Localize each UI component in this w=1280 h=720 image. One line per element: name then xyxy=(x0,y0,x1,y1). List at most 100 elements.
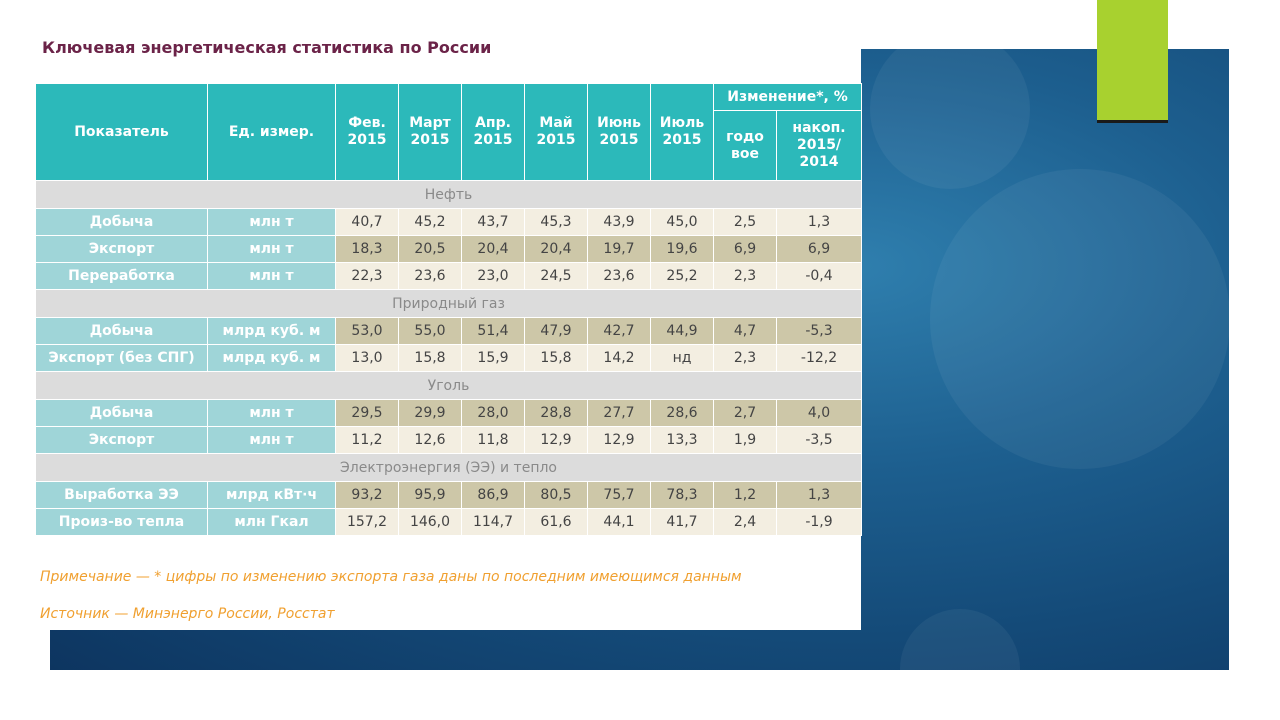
row-indicator: Добыча xyxy=(35,208,208,236)
section-title: Природный газ xyxy=(34,289,863,318)
section-row: Электроэнергия (ЭЭ) и тепло xyxy=(34,453,863,482)
row-unit: млрд куб. м xyxy=(207,344,336,372)
cell-value: -1,9 xyxy=(775,508,863,536)
cell-value: 19,6 xyxy=(650,235,714,263)
cell-value: 28,0 xyxy=(461,399,525,427)
cell-value: 1,9 xyxy=(713,426,777,454)
cell-value: -0,4 xyxy=(775,262,863,290)
header-indicator: Показатель xyxy=(35,83,208,181)
cell-value: 1,3 xyxy=(775,481,863,509)
cell-value: 18,3 xyxy=(335,235,399,263)
row-unit: млн т xyxy=(207,208,336,236)
slide-content: Ключевая энергетическая статистика по Ро… xyxy=(34,30,863,630)
section-title: Нефть xyxy=(34,180,863,209)
row-unit: млн т xyxy=(207,235,336,263)
row-unit: млрд кВт·ч xyxy=(207,481,336,509)
cell-value: 11,2 xyxy=(335,426,399,454)
table-row: Экспорт (без СПГ) млрд куб. м 13,0 15,8 15,9… xyxy=(35,344,863,372)
table-row: Произ-во тепла млн Гкал 157,2 146,0 114,7 61,… xyxy=(35,508,863,536)
cell-value: 47,9 xyxy=(524,317,588,345)
decorative-bubble xyxy=(900,609,1020,670)
cell-value: 24,5 xyxy=(524,262,588,290)
cell-value: 23,0 xyxy=(461,262,525,290)
cell-value: 2,5 xyxy=(713,208,777,236)
row-indicator: Экспорт xyxy=(35,235,208,263)
cell-value: 12,9 xyxy=(587,426,651,454)
cell-value: 2,3 xyxy=(713,262,777,290)
cell-value: 146,0 xyxy=(398,508,462,536)
cell-value: 28,6 xyxy=(650,399,714,427)
header-month: Март 2015 xyxy=(398,83,462,181)
cell-value: 2,7 xyxy=(713,399,777,427)
header-cumulative: накоп. 2015/2014 xyxy=(775,110,863,181)
cell-value: 61,6 xyxy=(524,508,588,536)
header-month: Май 2015 xyxy=(524,83,588,181)
cell-value: 157,2 xyxy=(335,508,399,536)
cell-value: 86,9 xyxy=(461,481,525,509)
cell-value: 28,8 xyxy=(524,399,588,427)
cell-value: 23,6 xyxy=(587,262,651,290)
table-row: Экспорт млн т 18,3 20,5 20,4 20,4 19,7 19,6 6,9 6… xyxy=(35,235,863,263)
row-indicator: Добыча xyxy=(35,317,208,345)
section-title: Уголь xyxy=(34,371,863,400)
cell-value: 80,5 xyxy=(524,481,588,509)
cell-value: 95,9 xyxy=(398,481,462,509)
header-month: Июнь 2015 xyxy=(587,83,651,181)
page-title: Ключевая энергетическая статистика по Ро… xyxy=(42,38,492,57)
row-unit: млн т xyxy=(207,399,336,427)
cell-value: 4,0 xyxy=(775,399,863,427)
header-month: Апр. 2015 xyxy=(461,83,525,181)
cell-value: 4,7 xyxy=(713,317,777,345)
cell-value: 12,9 xyxy=(524,426,588,454)
cell-value: 19,7 xyxy=(587,235,651,263)
source-note: Источник — Минэнерго России, Росстат xyxy=(40,606,335,622)
cell-value: 42,7 xyxy=(587,317,651,345)
section-title: Электроэнергия (ЭЭ) и тепло xyxy=(34,453,863,482)
row-unit: млн т xyxy=(207,262,336,290)
cell-value: 13,3 xyxy=(650,426,714,454)
cell-value: 1,2 xyxy=(713,481,777,509)
row-indicator: Произ-во тепла xyxy=(35,508,208,536)
cell-value: 44,9 xyxy=(650,317,714,345)
cell-value: -12,2 xyxy=(775,344,863,372)
header-month: Июль 2015 xyxy=(650,83,714,181)
cell-value: 55,0 xyxy=(398,317,462,345)
section-row: Нефть xyxy=(34,180,863,209)
decorative-bubble xyxy=(870,49,1030,189)
table-row: Экспорт млн т 11,2 12,6 11,8 12,9 12,9 13,3 1,9-… xyxy=(35,426,863,454)
cell-value: 43,9 xyxy=(587,208,651,236)
cell-value: 40,7 xyxy=(335,208,399,236)
row-indicator: Экспорт (без СПГ) xyxy=(35,344,208,372)
table-header-row: Показатель Ед. измер. Фев. 2015 Март 2015 … xyxy=(35,83,863,181)
cell-value: 41,7 xyxy=(650,508,714,536)
section-row: Уголь xyxy=(34,371,863,400)
cell-value: 25,2 xyxy=(650,262,714,290)
cell-value: 14,2 xyxy=(587,344,651,372)
row-indicator: Переработка xyxy=(35,262,208,290)
decorative-bubble xyxy=(930,169,1229,469)
cell-value: 51,4 xyxy=(461,317,525,345)
cell-value: 15,8 xyxy=(524,344,588,372)
row-indicator: Выработка ЭЭ xyxy=(35,481,208,509)
cell-value: 2,3 xyxy=(713,344,777,372)
table-row: Выработка ЭЭ млрд кВт·ч 93,2 95,9 86,9 80,5 75… xyxy=(35,481,863,509)
row-indicator: Экспорт xyxy=(35,426,208,454)
row-indicator: Добыча xyxy=(35,399,208,427)
row-unit: млн т xyxy=(207,426,336,454)
cell-value: 13,0 xyxy=(335,344,399,372)
cell-value: -5,3 xyxy=(775,317,863,345)
cell-value: 6,9 xyxy=(775,235,863,263)
accent-bar xyxy=(1097,0,1168,120)
cell-value: 6,9 xyxy=(713,235,777,263)
header-yearly: годо вое xyxy=(713,110,777,181)
cell-value: 22,3 xyxy=(335,262,399,290)
table-row: Добыча млрд куб. м 53,0 55,0 51,4 47,9 42,7 44,… xyxy=(35,317,863,345)
cell-value: 27,7 xyxy=(587,399,651,427)
table-row: Добыча млн т 40,7 45,2 43,7 45,3 43,9 45,0 2,5 1,… xyxy=(35,208,863,236)
cell-value: 78,3 xyxy=(650,481,714,509)
cell-value: 93,2 xyxy=(335,481,399,509)
accent-bar-shadow xyxy=(1097,120,1168,123)
cell-value: 15,9 xyxy=(461,344,525,372)
header-change: Изменение*, % xyxy=(712,83,863,111)
cell-value: 45,0 xyxy=(650,208,714,236)
